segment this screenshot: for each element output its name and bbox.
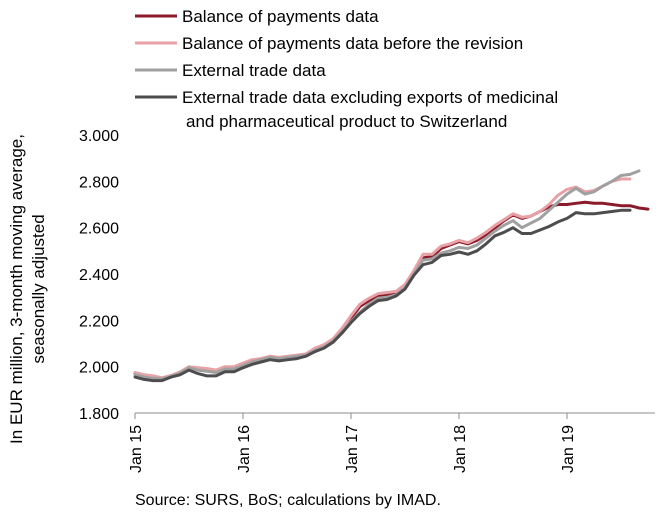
series-lines — [133, 169, 650, 383]
y-tick-label: 2.800 — [79, 174, 119, 191]
y-tick-label: 2.200 — [79, 313, 119, 330]
legend-label: External trade data — [182, 61, 326, 80]
x-tick-label: Jan 18 — [452, 425, 469, 473]
x-axis: Jan 15 Jan 16 Jan 17 Jan 18 Jan 19 — [128, 413, 577, 473]
x-tick-label: Jan 15 — [128, 425, 145, 473]
y-tick-label: 2.400 — [79, 267, 119, 284]
legend-label: Balance of payments data — [182, 7, 379, 26]
y-tick-label: 1.800 — [79, 406, 119, 423]
legend-label: External trade data excluding exports of… — [182, 88, 558, 107]
series-line-1 — [133, 200, 650, 380]
y-axis-title-line: seasonally adjusted — [29, 214, 48, 363]
x-tick-label: Jan 19 — [560, 425, 577, 473]
y-tick-label: 2.000 — [79, 360, 119, 377]
series-line-4 — [133, 208, 632, 383]
y-tick-label: 3.000 — [79, 128, 119, 145]
legend-label: Balance of payments data before the revi… — [182, 34, 523, 53]
x-tick-label: Jan 16 — [236, 425, 253, 473]
x-tick-label: Jan 17 — [344, 425, 361, 473]
source-note: Source: SURS, BoS; calculations by IMAD. — [135, 492, 441, 509]
y-tick-label: 2.600 — [79, 221, 119, 238]
y-axis: 1.800 2.000 2.200 2.400 2.600 2.800 3.000 — [79, 128, 119, 423]
legend: Balance of payments data Balance of payme… — [135, 7, 558, 131]
legend-label: and pharmaceutical product to Switzerlan… — [186, 112, 507, 131]
y-axis-title: In EUR million, 3-month moving average, s… — [7, 134, 48, 444]
y-axis-title-line: In EUR million, 3-month moving average, — [7, 134, 26, 444]
series-line-2 — [133, 177, 632, 380]
series-line-3 — [133, 169, 641, 381]
